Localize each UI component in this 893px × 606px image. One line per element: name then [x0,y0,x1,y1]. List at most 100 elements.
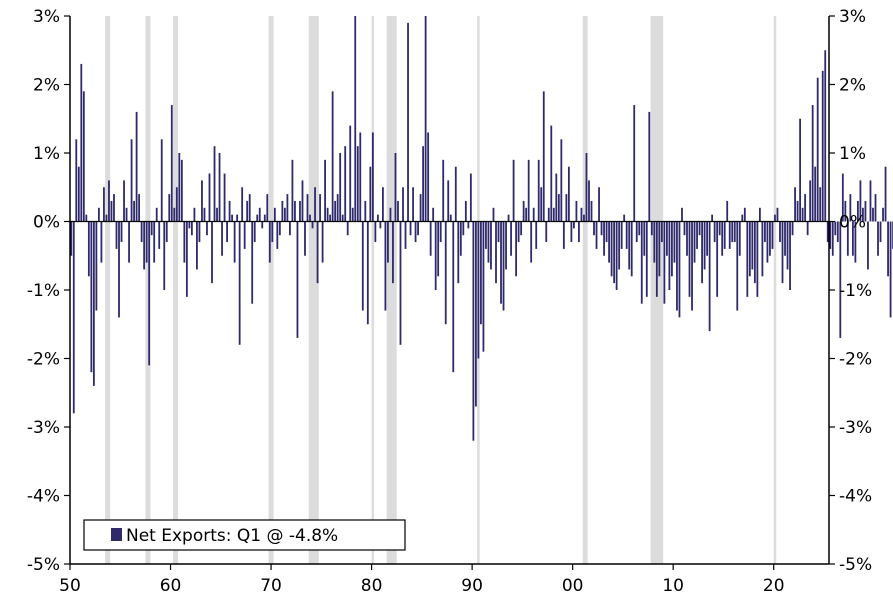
bar [140,221,143,243]
bar [829,221,832,249]
bar [877,221,879,256]
bar [113,194,115,222]
y-tick-label-right: -3% [839,418,872,438]
y-tick-label-right: -1% [839,281,872,301]
bar [567,166,570,222]
bar [82,91,85,222]
bar [90,221,93,373]
bar [371,132,374,222]
bar [206,221,208,236]
bar [153,221,156,263]
bar [409,221,412,236]
bar [216,207,218,222]
bar [118,221,120,318]
bar [497,221,500,243]
bar [615,221,618,290]
bar [160,139,163,222]
bar [281,200,284,222]
bar [223,173,226,222]
bar [834,221,837,236]
bar [437,221,440,277]
bar [713,221,716,243]
bar [178,153,181,222]
bar [331,91,334,222]
bar [108,180,110,222]
bar [706,221,709,256]
bar [85,214,88,222]
bar [228,200,231,222]
bar [791,221,794,236]
bar [366,221,369,325]
bar [618,221,621,270]
y-tick-label-right: -5% [839,555,872,575]
bar [296,221,299,338]
bar [389,207,392,222]
recession-band [773,16,777,564]
bar [859,180,862,222]
bar [407,22,409,222]
bar [527,159,530,222]
bar [130,139,133,222]
bar [148,221,151,366]
bar [600,221,603,236]
bar [585,153,588,222]
bar [799,118,801,222]
bar [794,187,796,222]
legend-box [83,519,406,551]
bar [419,194,422,222]
bar [203,207,206,222]
bar [723,221,726,249]
bar [844,200,847,222]
bar [452,221,455,373]
bar [316,221,319,284]
bar [512,159,515,222]
bar [344,146,347,222]
bar [676,221,678,311]
bar [356,146,359,222]
legend-swatch [111,528,122,541]
y-tick-label-left: 0% [33,213,60,233]
bar [304,221,306,256]
bar [663,221,666,304]
bar [645,221,648,297]
bar [560,139,563,222]
bar [666,221,668,256]
bar [233,221,236,263]
bar [779,221,781,243]
bar [173,207,176,222]
bar [806,221,809,236]
bar [168,194,171,222]
bar [748,221,751,277]
bar [555,173,558,222]
bar [583,214,585,222]
bar [726,200,729,222]
bar [424,16,427,222]
recession-band [308,16,319,564]
bar [384,221,387,311]
bar [291,159,294,222]
bar [854,221,857,263]
bar [319,194,321,222]
bar [70,221,73,256]
bar [306,194,309,222]
bar [92,221,95,386]
bar [532,207,535,222]
x-tick-label: 50 [59,576,81,596]
bar [686,221,688,256]
bar [826,221,829,243]
bar [683,221,686,236]
x-tick-label: 10 [662,576,684,596]
bar [814,166,817,222]
bar [459,221,462,256]
bar [135,111,138,222]
bar [218,153,221,222]
bar [769,221,771,256]
bar [552,207,555,222]
recession-band [173,16,179,564]
bar [351,207,354,222]
bar [733,221,736,243]
bar [334,200,337,222]
bar [258,207,261,222]
bar [505,221,507,270]
bar [170,105,173,222]
